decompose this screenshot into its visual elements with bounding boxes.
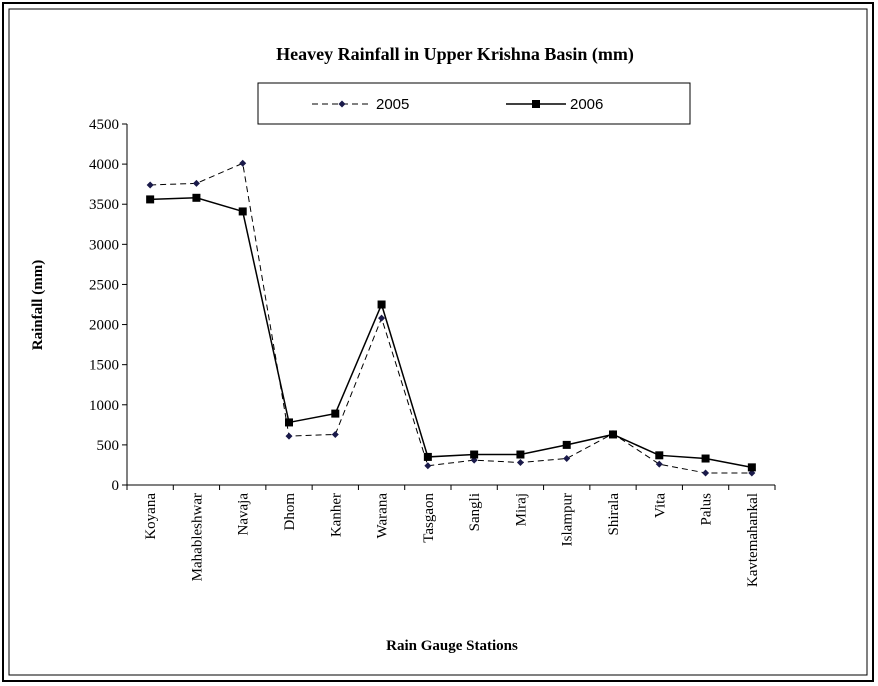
data-point: [331, 430, 339, 438]
x-tick-label: Sangli: [467, 493, 483, 531]
legend: [257, 82, 691, 125]
x-tick-label: Kavtemahankal: [745, 493, 761, 587]
x-tick-label: Mahableshwar: [189, 493, 205, 581]
data-point: [146, 195, 155, 204]
y-tick-label: 3000: [89, 237, 119, 253]
data-point: [655, 451, 664, 460]
legend-label: 2006: [570, 96, 603, 113]
x-tick-label: Vita: [652, 493, 668, 518]
series-line: [150, 197, 752, 469]
data-point: [238, 207, 247, 216]
x-tick-label: Islampur: [560, 493, 576, 546]
data-point: [285, 418, 293, 427]
y-tick-label: 2500: [89, 277, 119, 293]
y-tick-label: 500: [97, 438, 120, 454]
data-point: [378, 314, 386, 322]
series-line: [150, 162, 752, 474]
data-point: [655, 460, 663, 468]
x-tick-label: Dhom: [282, 493, 298, 531]
data-point: [192, 179, 200, 187]
x-tick-label: Koyana: [143, 493, 159, 540]
x-tick-label: Palus: [699, 493, 715, 526]
y-tick-label: 1000: [89, 398, 119, 414]
x-tick-label: Kanher: [328, 493, 344, 537]
data-point: [609, 430, 617, 439]
data-point: [516, 450, 525, 459]
x-tick-label: Tasgaon: [421, 493, 437, 543]
data-point: [424, 462, 432, 470]
y-axis-title: Rainfall (mm): [30, 260, 46, 350]
data-point: [331, 409, 340, 418]
data-point: [146, 181, 154, 189]
x-tick-label: Navaja: [236, 493, 252, 536]
data-point: [285, 432, 293, 440]
x-tick-label: Miraj: [513, 493, 529, 526]
y-tick-label: 4500: [89, 117, 119, 133]
legend-label: 2005: [376, 96, 409, 113]
data-point: [562, 440, 571, 449]
data-point: [377, 300, 386, 309]
x-tick-label: Shirala: [606, 493, 622, 536]
data-point: [423, 452, 432, 461]
x-axis-title: Rain Gauge Stations: [386, 638, 518, 654]
y-tick-label: 4000: [89, 157, 119, 173]
x-tick-label: Warana: [375, 493, 391, 539]
y-tick-label: 1500: [89, 358, 119, 374]
y-tick-label: 0: [112, 478, 120, 494]
data-point: [702, 469, 710, 477]
data-point: [701, 454, 710, 463]
data-point: [470, 450, 479, 459]
y-tick-label: 2000: [89, 318, 119, 334]
data-point: [516, 459, 524, 467]
data-point: [239, 159, 247, 167]
inner-frame: [8, 8, 868, 676]
data-point: [563, 455, 571, 463]
chart-title: Heavey Rainfall in Upper Krishna Basin (…: [276, 44, 634, 65]
legend-marker: [532, 100, 540, 108]
data-point: [192, 193, 201, 202]
data-point: [747, 463, 756, 472]
legend-marker: [338, 100, 346, 108]
y-tick-label: 3500: [89, 197, 119, 213]
